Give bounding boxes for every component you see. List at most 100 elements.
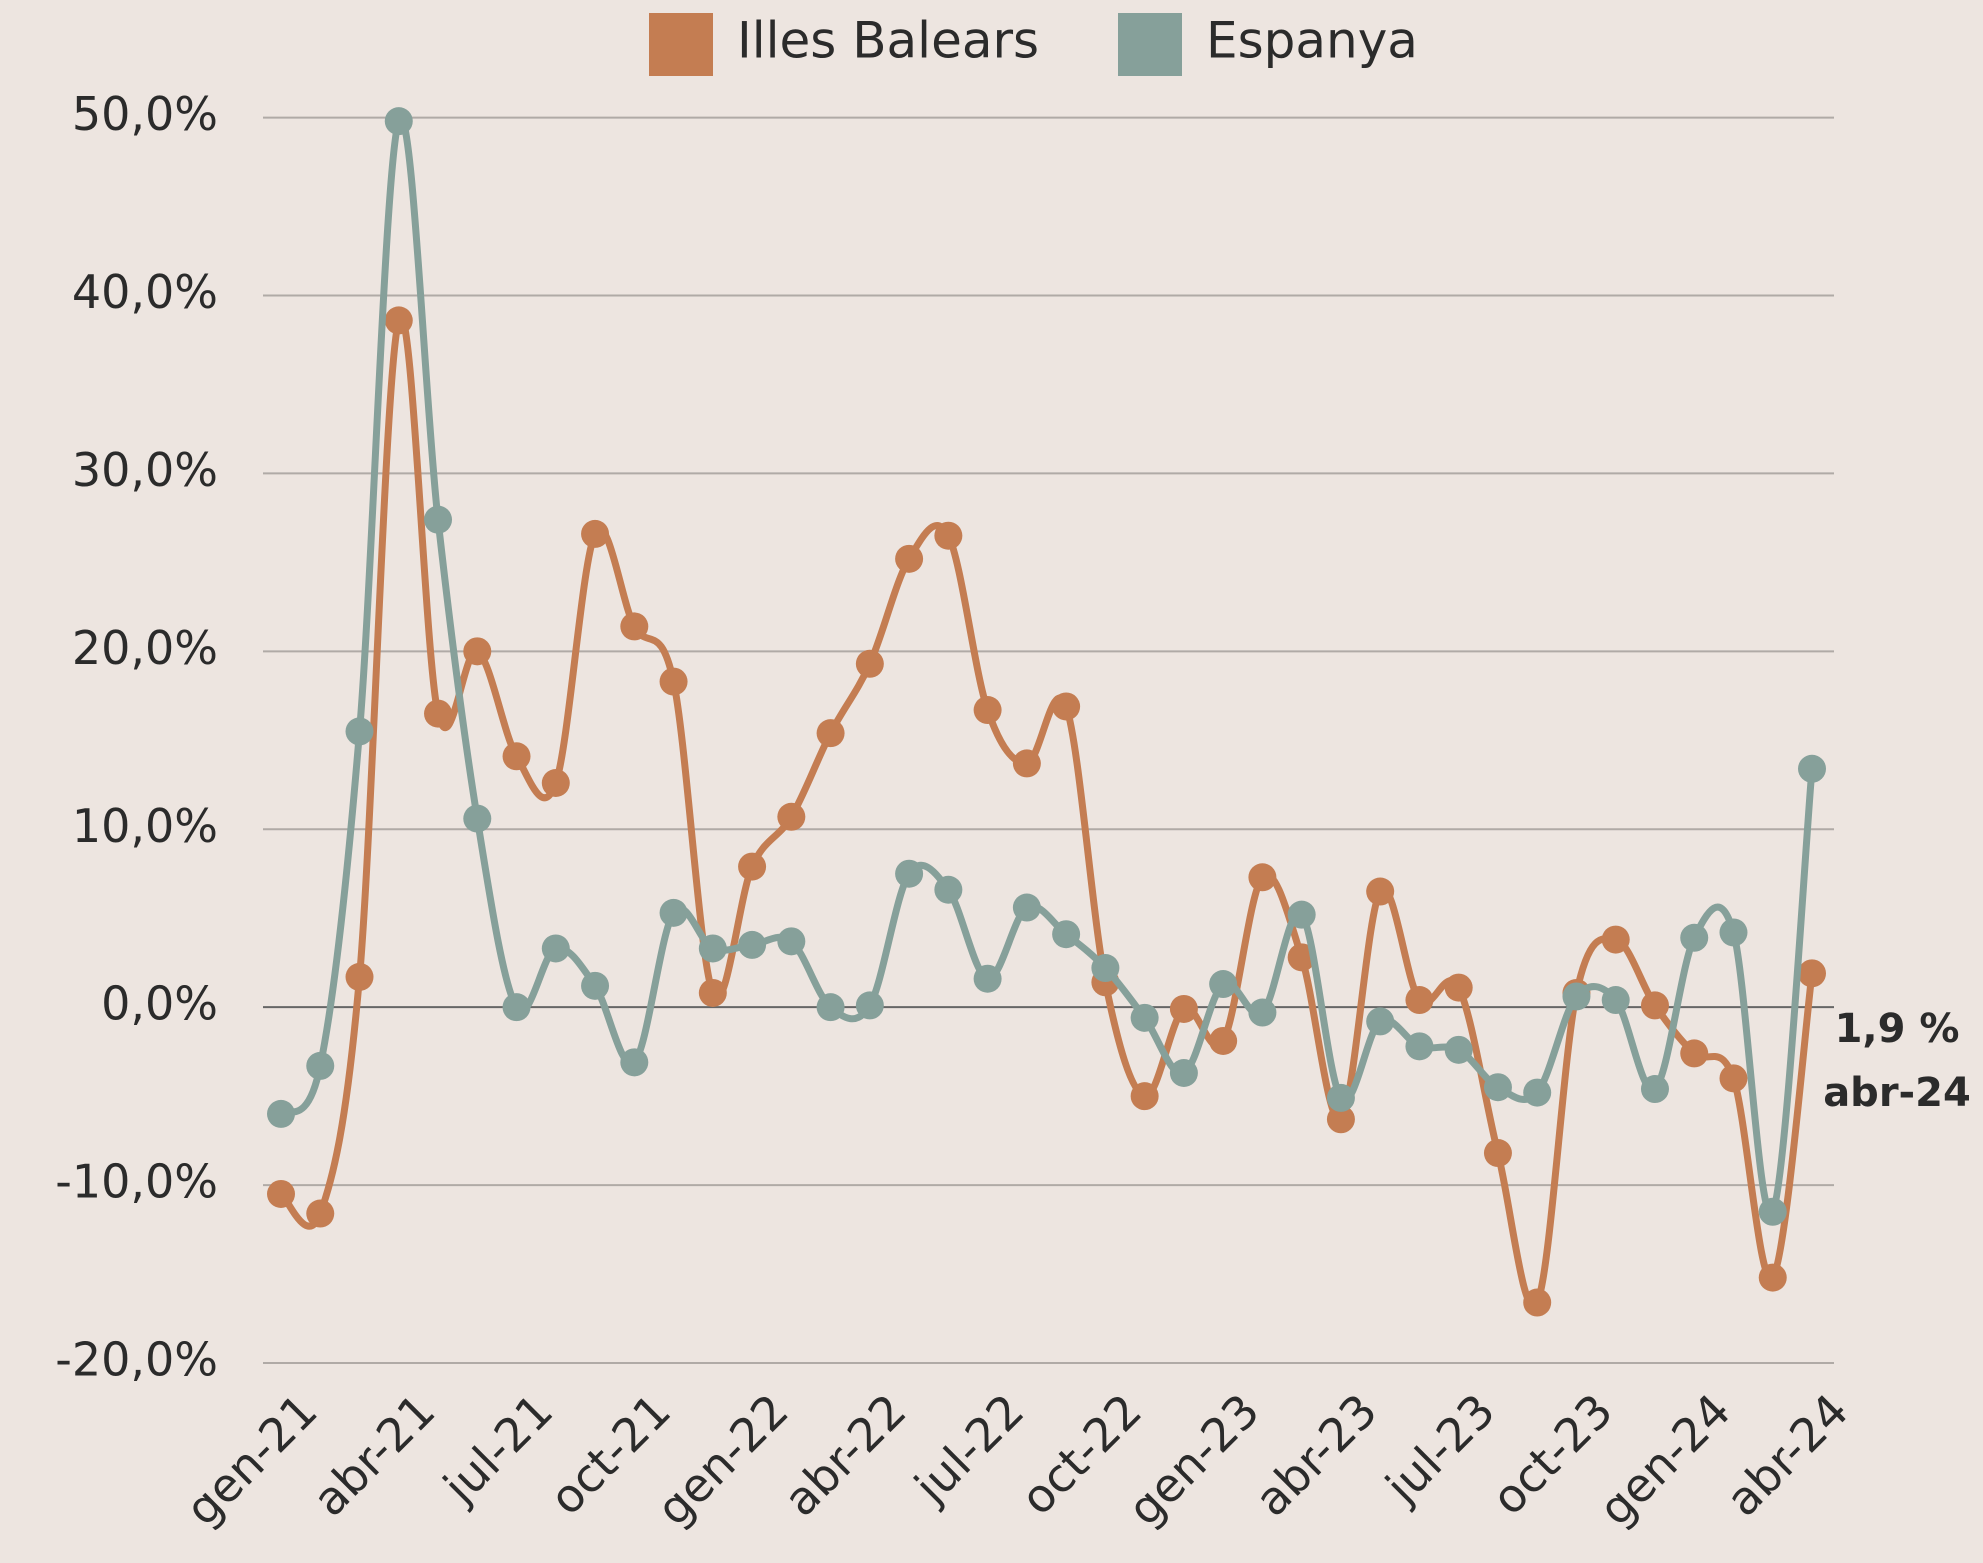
series-line <box>278 313 1816 1310</box>
data-point <box>1012 749 1041 778</box>
y-tick-label: 50,0% <box>72 87 218 141</box>
data-point <box>895 544 924 573</box>
data-point <box>738 852 767 881</box>
data-point <box>1169 994 1198 1023</box>
data-point <box>1248 998 1277 1027</box>
data-point <box>1680 923 1709 952</box>
data-point <box>1130 1003 1159 1032</box>
annotation: abr-24 <box>1823 1070 1971 1116</box>
data-point <box>1719 1064 1748 1093</box>
y-tick-label: -20,0% <box>55 1333 218 1387</box>
data-point <box>1326 1083 1355 1112</box>
data-point <box>1052 692 1081 721</box>
x-tick-label: gen-22 <box>646 1383 799 1536</box>
data-point <box>1719 918 1748 947</box>
x-tick-label: jul-21 <box>432 1383 563 1514</box>
series-line <box>278 114 1816 1218</box>
data-point <box>934 521 963 550</box>
data-point <box>1248 863 1277 892</box>
data-point <box>620 612 649 641</box>
data-point <box>659 667 688 696</box>
annotation: 1,9 % <box>1835 1006 1960 1052</box>
data-point <box>1601 925 1630 954</box>
data-point <box>502 742 531 771</box>
data-point <box>659 898 688 927</box>
data-point <box>463 637 492 666</box>
data-point <box>541 934 570 963</box>
x-tick-label: jul-23 <box>1375 1383 1506 1514</box>
data-point <box>1798 754 1826 783</box>
data-point <box>816 719 845 748</box>
data-point <box>1326 1105 1355 1134</box>
y-tick-label: 20,0% <box>72 621 218 675</box>
data-point <box>973 964 1002 993</box>
legend-label: Illes Balears <box>737 12 1039 70</box>
x-tick-label: abr-24 <box>1715 1383 1858 1526</box>
data-point <box>1169 1058 1198 1087</box>
data-point <box>855 991 884 1020</box>
data-point <box>1758 1263 1787 1292</box>
data-point <box>1483 1073 1512 1102</box>
y-tick-label: 40,0% <box>72 265 218 319</box>
data-point <box>973 696 1002 725</box>
data-point <box>620 1048 649 1077</box>
x-tick-label: abr-21 <box>302 1383 445 1526</box>
data-point <box>1052 920 1081 949</box>
legend-swatch <box>649 13 713 76</box>
legend-swatch <box>1118 13 1182 76</box>
data-point <box>384 306 413 335</box>
data-point <box>1640 991 1669 1020</box>
data-point <box>777 802 806 831</box>
x-tick-label: gen-23 <box>1117 1383 1270 1536</box>
data-point <box>345 717 374 746</box>
x-tick-label: jul-22 <box>904 1383 1035 1514</box>
data-point <box>267 1179 295 1208</box>
data-point <box>934 875 963 904</box>
data-point <box>1209 970 1238 999</box>
data-point <box>698 934 727 963</box>
data-point <box>698 978 727 1007</box>
data-point <box>1680 1039 1709 1068</box>
data-point <box>1444 973 1473 1002</box>
data-point <box>1601 986 1630 1015</box>
data-point <box>1758 1197 1787 1226</box>
y-tick-label: 0,0% <box>101 977 218 1031</box>
data-point <box>1483 1139 1512 1168</box>
data-point <box>777 927 806 956</box>
data-point <box>384 107 413 136</box>
data-point <box>1366 1007 1395 1036</box>
data-point <box>855 649 884 678</box>
data-point <box>424 505 453 534</box>
data-point <box>581 519 610 548</box>
data-point <box>816 993 845 1022</box>
data-point <box>1640 1075 1669 1104</box>
x-tick-label: abr-23 <box>1244 1383 1387 1526</box>
data-point <box>541 768 570 797</box>
data-point <box>306 1199 335 1228</box>
data-point <box>1209 1026 1238 1055</box>
x-tick-label: abr-22 <box>773 1383 916 1526</box>
data-point <box>1012 893 1041 922</box>
data-point <box>267 1099 295 1128</box>
data-point <box>1523 1078 1552 1107</box>
data-point <box>1523 1288 1552 1317</box>
data-point <box>424 699 453 728</box>
data-point <box>1091 954 1120 983</box>
y-tick-label: 10,0% <box>72 799 218 853</box>
data-point <box>463 804 492 833</box>
data-point <box>1366 877 1395 906</box>
y-tick-label: 30,0% <box>72 443 218 497</box>
data-point <box>738 930 767 959</box>
data-point <box>306 1051 335 1080</box>
x-tick-label: gen-24 <box>1588 1383 1741 1536</box>
y-tick-label: -10,0% <box>55 1155 218 1209</box>
data-point <box>345 962 374 991</box>
data-point <box>1562 982 1591 1011</box>
data-point <box>895 859 924 888</box>
data-point <box>1444 1035 1473 1064</box>
data-point <box>1130 1082 1159 1111</box>
data-point <box>1405 1032 1434 1061</box>
x-tick-label: gen-21 <box>175 1383 328 1536</box>
